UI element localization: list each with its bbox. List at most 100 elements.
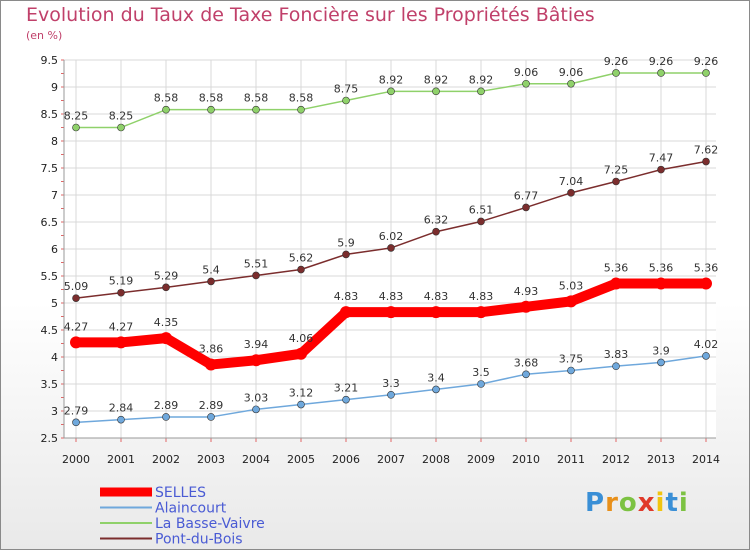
data-label: 5.36 — [604, 262, 629, 275]
logo-letter: x — [637, 488, 656, 518]
data-label: 8.58 — [289, 92, 314, 105]
data-label: 4.83 — [424, 290, 449, 303]
data-label: 2.84 — [109, 402, 134, 415]
x-tick-label: 2007 — [377, 453, 405, 466]
legend-label: Alaincourt — [155, 501, 227, 517]
y-tick-label: 4 — [51, 351, 58, 364]
data-point — [565, 295, 577, 308]
y-tick-label: 2.5 — [41, 432, 59, 445]
data-point — [567, 189, 575, 197]
data-label: 8.25 — [109, 110, 134, 123]
chart-subtitle: (en %) — [26, 29, 63, 42]
data-point — [477, 87, 485, 96]
data-point — [522, 79, 530, 88]
data-label: 8.58 — [154, 92, 179, 105]
data-point — [702, 69, 710, 77]
data-point — [342, 250, 350, 259]
data-label: 2.89 — [199, 399, 224, 412]
data-point — [477, 380, 485, 388]
data-point — [702, 157, 710, 166]
data-label: 3.9 — [652, 344, 670, 357]
data-point — [475, 306, 487, 319]
data-label: 4.27 — [109, 320, 134, 333]
data-point — [207, 277, 215, 286]
data-point — [295, 347, 307, 360]
data-point — [252, 105, 260, 114]
data-label: 3.4 — [427, 371, 445, 384]
data-label: 5.09 — [64, 280, 89, 293]
data-label: 3.03 — [244, 391, 269, 404]
data-label: 3.21 — [334, 382, 359, 395]
data-label: 8.75 — [334, 83, 359, 96]
data-label: 3.12 — [289, 387, 314, 400]
data-label: 3.94 — [244, 338, 269, 351]
data-point — [432, 227, 440, 236]
data-point — [72, 123, 80, 132]
y-tick-label: 8.5 — [41, 108, 59, 121]
data-label: 8.58 — [244, 92, 269, 105]
legend-label: Pont-du-Bois — [155, 532, 243, 548]
data-label: 6.77 — [514, 189, 539, 202]
y-tick-label: 3 — [51, 405, 58, 418]
data-point — [207, 413, 215, 421]
data-point — [612, 177, 620, 186]
y-tick-label: 8 — [51, 135, 58, 148]
data-point — [340, 306, 352, 319]
data-point — [252, 405, 260, 414]
data-label: 3.5 — [472, 366, 490, 379]
data-point — [477, 217, 485, 226]
data-point — [657, 69, 665, 77]
data-label: 5.03 — [559, 279, 584, 292]
data-label: 3.68 — [514, 356, 539, 369]
data-point — [387, 87, 395, 96]
data-point — [297, 265, 305, 274]
data-label: 2.79 — [64, 404, 89, 417]
data-point — [657, 165, 665, 174]
data-label: 7.47 — [649, 152, 674, 165]
x-tick-label: 2013 — [647, 453, 675, 466]
data-label: 8.92 — [424, 73, 449, 86]
data-point — [567, 366, 575, 375]
data-point — [700, 277, 712, 290]
x-tick-label: 2009 — [467, 453, 495, 466]
data-label: 5.36 — [649, 262, 674, 275]
data-label: 9.26 — [604, 55, 629, 68]
data-point — [612, 69, 620, 77]
data-point — [342, 395, 350, 404]
data-label: 8.92 — [379, 73, 404, 86]
data-label: 5.51 — [244, 257, 269, 270]
x-tick-label: 2004 — [242, 453, 270, 466]
data-point — [520, 300, 532, 313]
data-point — [610, 277, 622, 290]
data-label: 9.26 — [649, 55, 674, 68]
x-tick-label: 2005 — [287, 453, 315, 466]
logo-letter: i — [655, 488, 666, 518]
data-label: 8.25 — [64, 110, 89, 123]
data-point — [387, 390, 395, 399]
data-label: 7.25 — [604, 164, 629, 177]
data-point — [117, 415, 125, 424]
data-label: 2.89 — [154, 399, 179, 412]
data-point — [117, 288, 125, 297]
logo-letter: i — [678, 488, 689, 518]
logo-letter: o — [618, 488, 638, 518]
data-label: 5.62 — [289, 252, 314, 265]
data-point — [612, 362, 620, 370]
chart-title: Evolution du Taux de Taxe Foncière sur l… — [26, 4, 595, 26]
x-tick-label: 2011 — [557, 453, 585, 466]
y-tick-label: 4.5 — [41, 324, 59, 337]
y-tick-label: 6 — [51, 243, 58, 256]
x-tick-label: 2010 — [512, 453, 540, 466]
data-label: 5.29 — [154, 269, 179, 282]
data-point — [657, 358, 665, 367]
legend-label: La Basse-Vaivre — [155, 516, 265, 532]
data-point — [205, 358, 217, 371]
data-point — [162, 413, 170, 421]
x-tick-label: 2001 — [107, 453, 135, 466]
data-label: 5.36 — [694, 262, 719, 275]
data-label: 8.58 — [199, 92, 224, 105]
y-tick-label: 7.5 — [41, 162, 59, 175]
data-point — [702, 352, 710, 360]
data-label: 4.06 — [289, 332, 314, 345]
data-point — [252, 271, 260, 280]
